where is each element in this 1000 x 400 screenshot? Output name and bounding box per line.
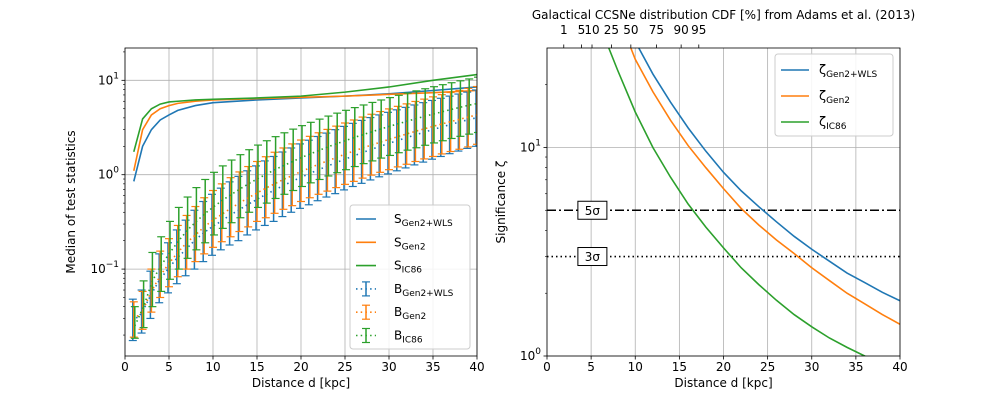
x-tick-label: 30 [381, 360, 396, 374]
x-tick-label: 20 [716, 360, 731, 374]
legend-label: BGen2 [394, 305, 426, 322]
legend-label: ζIC86 [819, 115, 847, 132]
legend-label-sub: IC86 [402, 266, 423, 276]
series-line-dotted [134, 102, 477, 327]
y-tick-base: 10 [98, 73, 113, 87]
legend-label-sub: Gen2+WLS [826, 70, 877, 80]
top-tick-label: 75 [649, 23, 664, 37]
legend-box [349, 204, 471, 350]
x-tick-label: 10 [628, 360, 643, 374]
errorbar-series-4 [129, 85, 477, 338]
y-tick-base: 10 [90, 262, 105, 276]
y-tick-base: 10 [520, 349, 535, 363]
top-axis-title: Galactical CCSNe distribution CDF [%] fr… [532, 8, 915, 22]
x-tick-label: 40 [892, 360, 907, 374]
legend-label-main: ζ [819, 63, 826, 78]
x-axis-label: Distance d [kpc] [252, 376, 350, 390]
legend-label: ζGen2 [819, 89, 850, 106]
plot-area [128, 73, 477, 342]
x-tick-label: 0 [543, 360, 551, 374]
x-tick-label: 20 [293, 360, 308, 374]
legend-label-sub: Gen2 [402, 312, 426, 322]
x-tick-label: 30 [804, 360, 819, 374]
series-line-dotted [133, 114, 477, 321]
legend-label: SGen2 [394, 235, 426, 252]
legend-label: BIC86 [394, 329, 423, 346]
legend-label-main: S [394, 212, 402, 226]
top-tick-label: 90 [673, 23, 688, 37]
top-tick-label: 95 [691, 23, 706, 37]
y-tick-label: 100 [520, 347, 541, 363]
x-tick-label: 35 [425, 360, 440, 374]
errorbar-series-5 [130, 76, 477, 339]
series-line [133, 73, 477, 152]
top-tick-label: 5 [578, 23, 586, 37]
errorbar-series-3 [128, 89, 477, 342]
legend-label-main: ζ [819, 115, 826, 130]
legend-label-sub: Gen2+WLS [402, 219, 453, 229]
legend-label-sub: Gen2+WLS [402, 289, 453, 299]
reference-label: 5σ [585, 204, 601, 218]
reference-label-box [577, 200, 608, 220]
y-tick-base: 10 [520, 140, 535, 154]
series-line [133, 89, 477, 171]
x-tick-label: 40 [469, 360, 484, 374]
top-tick-label: 50 [623, 23, 638, 37]
series-line [638, 48, 900, 302]
top-tick-label: 10 [584, 23, 599, 37]
y-tick-label: 101 [520, 138, 541, 154]
y-axis-label: Median of test statistics [64, 130, 78, 273]
legend-label: ζGen2+WLS [819, 63, 877, 80]
y-tick-exponent: 1 [113, 71, 119, 81]
legend-label-main: B [394, 329, 402, 343]
x-tick-label: 5 [165, 360, 173, 374]
legend-label-main: S [394, 259, 402, 273]
y-tick-label: 101 [98, 71, 119, 87]
y-axis-label: Significance ζ [494, 161, 508, 244]
legend-label-sub: Gen2 [402, 242, 426, 252]
x-tick-label: 25 [760, 360, 775, 374]
y-tick-exponent: 0 [535, 347, 541, 357]
y-tick-base: 10 [98, 168, 113, 182]
legend-label-sub: IC86 [826, 122, 847, 132]
x-tick-label: 15 [672, 360, 687, 374]
x-tick-label: 15 [249, 360, 264, 374]
x-tick-label: 10 [205, 360, 220, 374]
series-line-dotted [132, 117, 477, 322]
top-tick-label: 25 [604, 23, 619, 37]
legend-label-main: ζ [819, 89, 826, 104]
top-tick-label: 1 [560, 23, 568, 37]
y-tick-label: 10−1 [90, 260, 119, 276]
x-tick-label: 5 [587, 360, 595, 374]
x-tick-label: 25 [337, 360, 352, 374]
series-line [630, 48, 900, 325]
legend-label-sub: Gen2 [826, 96, 850, 106]
y-tick-exponent: −1 [106, 260, 119, 270]
legend-label: BGen2+WLS [394, 282, 454, 299]
legend-box [774, 53, 894, 137]
x-axis-label: Distance d [kpc] [674, 376, 772, 390]
reference-label: 3σ [585, 250, 601, 264]
legend-label-main: B [394, 282, 402, 296]
y-tick-label: 100 [98, 166, 119, 182]
y-tick-exponent: 1 [535, 138, 541, 148]
legend-label: SIC86 [394, 259, 422, 276]
series-line [608, 48, 867, 356]
legend-label-main: S [394, 235, 402, 249]
x-tick-label: 0 [121, 360, 129, 374]
legend-label-sub: IC86 [402, 336, 423, 346]
legend-label-main: B [394, 305, 402, 319]
x-tick-label: 35 [848, 360, 863, 374]
reference-label-box [577, 247, 608, 267]
legend-label: SGen2+WLS [394, 212, 453, 229]
y-tick-exponent: 0 [113, 166, 119, 176]
